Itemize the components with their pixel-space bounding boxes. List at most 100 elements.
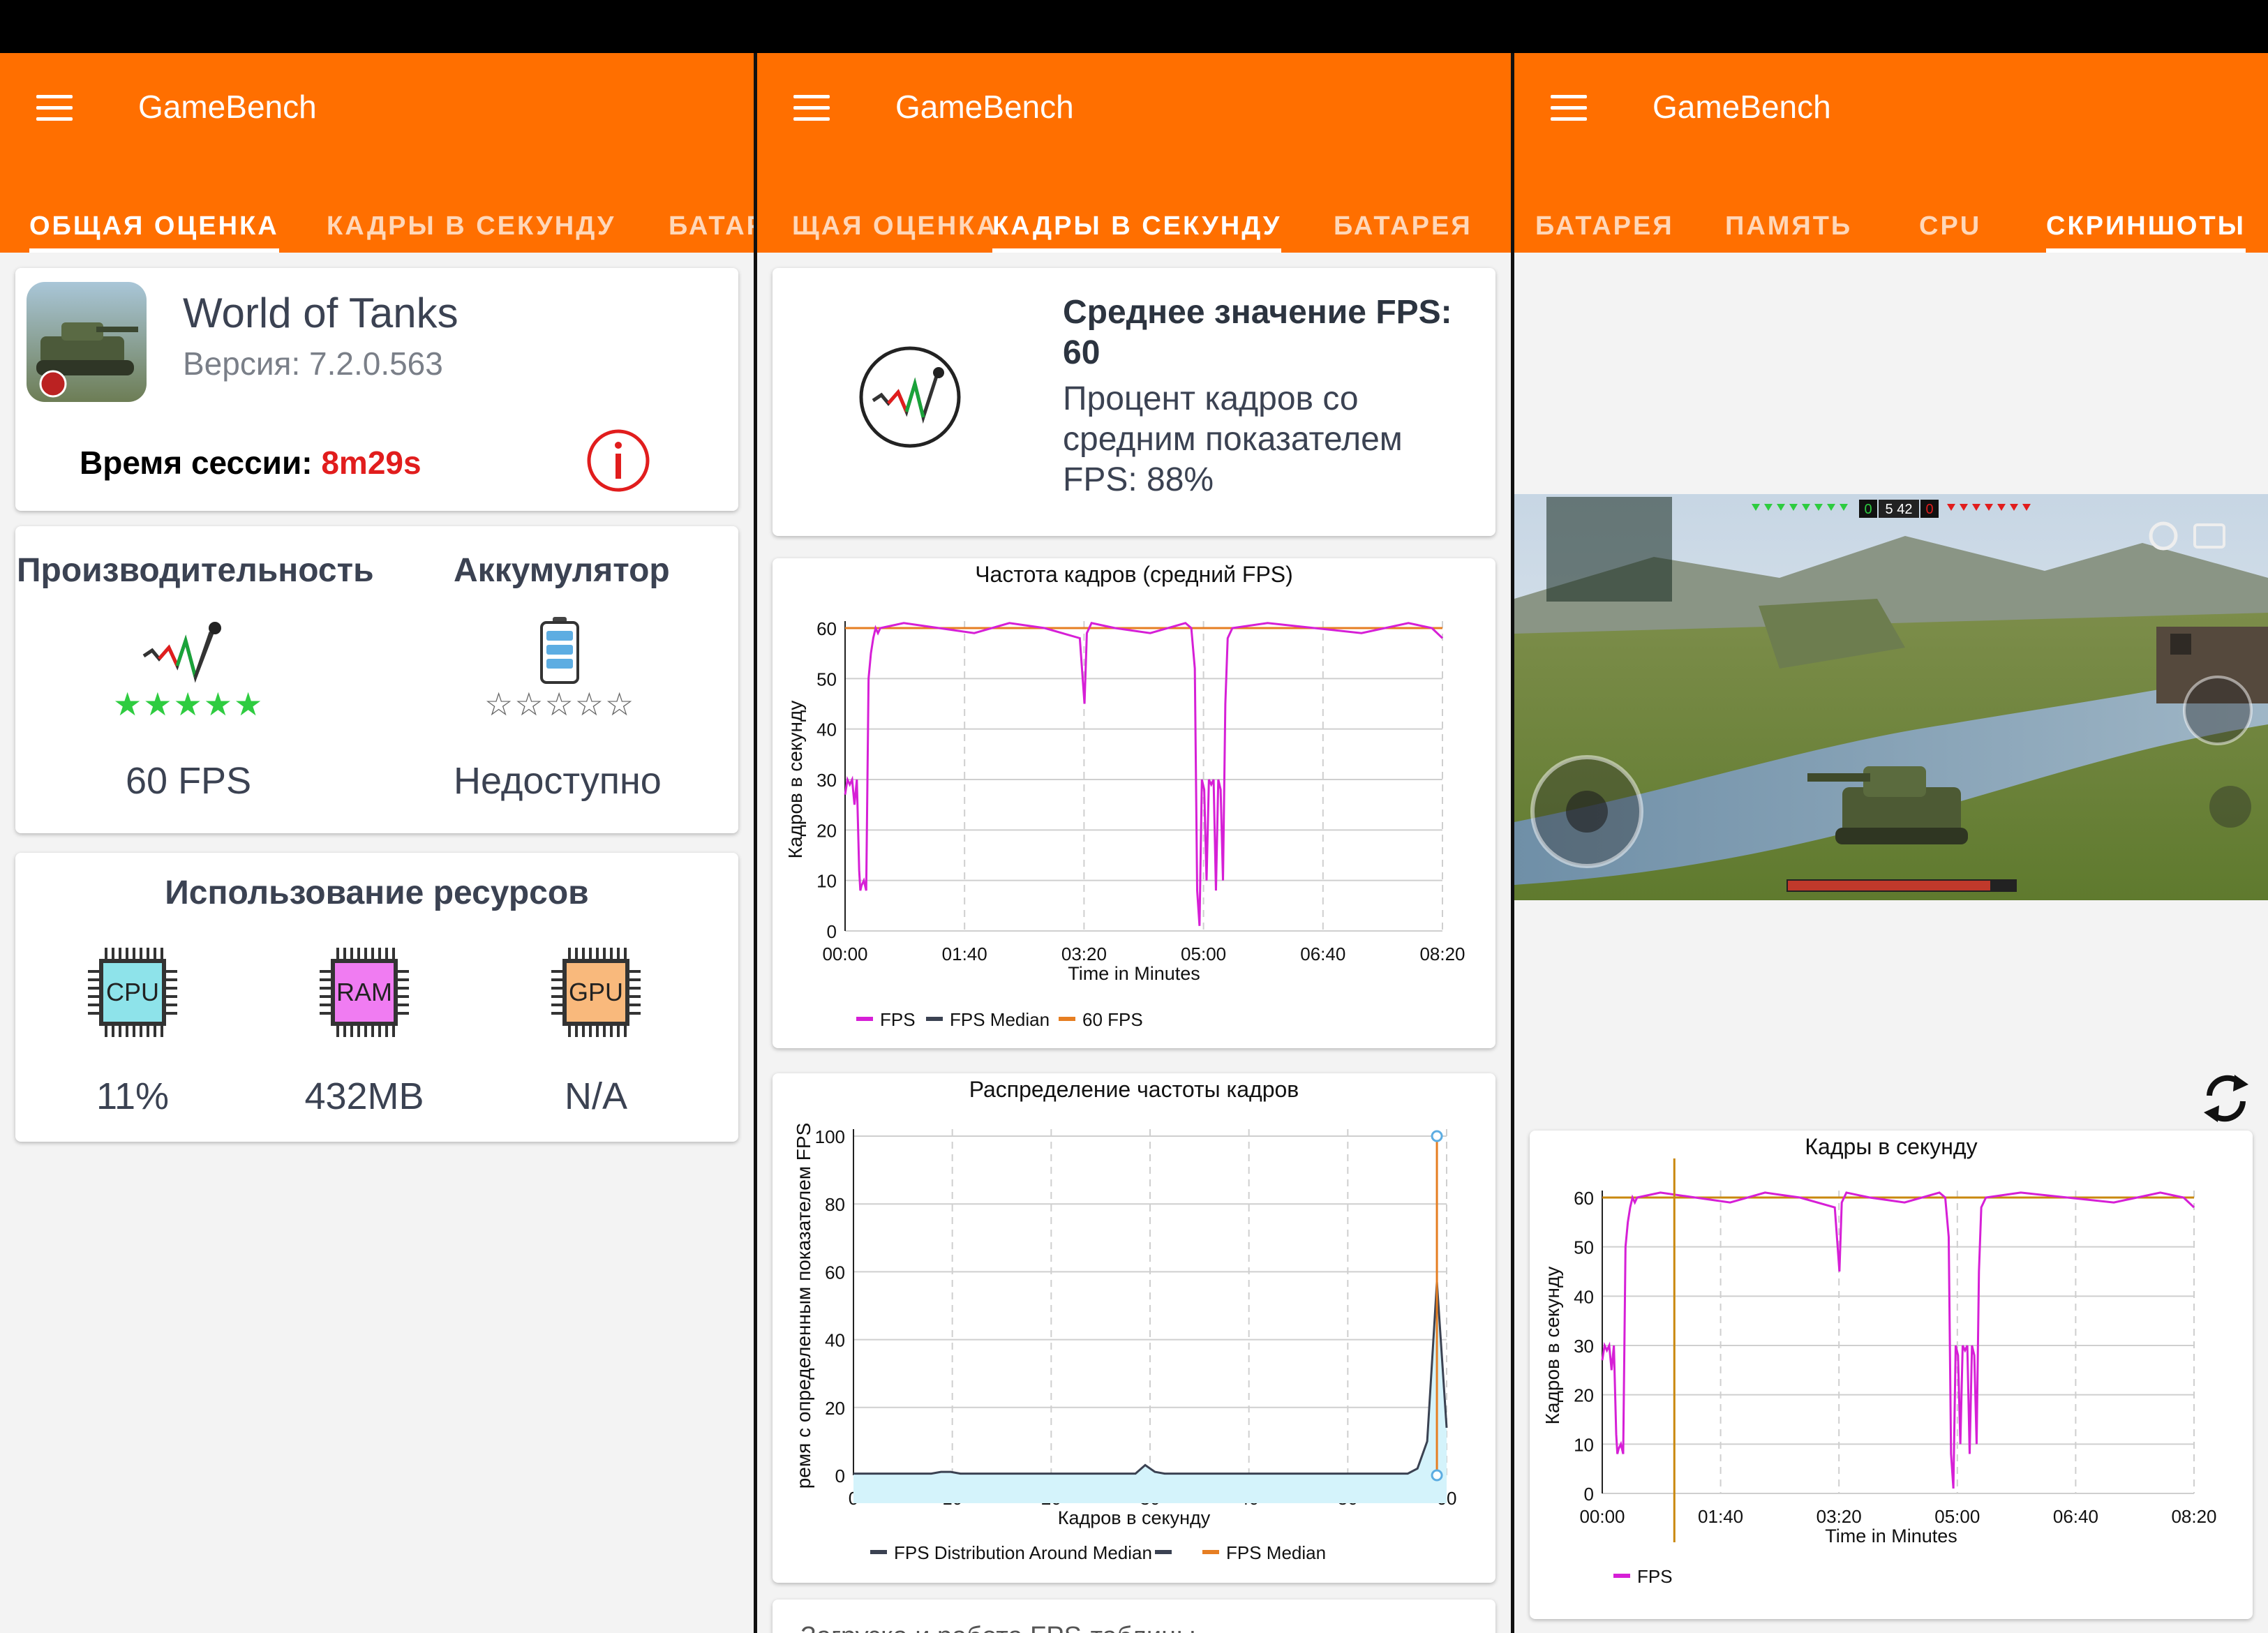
legend-entry: 60 FPS: [1082, 1009, 1143, 1030]
x-tick-label: 01:40: [942, 944, 987, 964]
chip-pin: [628, 987, 641, 990]
chip-pin: [88, 970, 100, 973]
tab-fps[interactable]: КАДРЫ В СЕКУНДУ: [327, 211, 616, 241]
zoom-button[interactable]: [2209, 786, 2251, 828]
x-tick-label: 06:40: [1300, 944, 1345, 964]
legend-swatch: [926, 1017, 943, 1021]
y-tick-label: 10: [816, 871, 837, 892]
chip-pin: [596, 1024, 599, 1037]
chip-pin: [88, 1004, 100, 1006]
tab-memory[interactable]: ПАМЯТЬ: [1725, 211, 1853, 241]
score-hud: 0 5 42 0: [1752, 500, 2031, 518]
minimap: [1546, 497, 1672, 602]
chip-pin: [126, 948, 128, 960]
tab-screenshots[interactable]: СКРИНШОТЫ: [2046, 190, 2246, 253]
chip-label: GPU: [569, 978, 623, 1006]
menu-icon[interactable]: [36, 95, 73, 121]
app-bar: GameBench ЩАЯ ОЦЕНКА КАДРЫ В СЕКУНДУ БАТ…: [757, 53, 1511, 253]
chip-pin: [610, 948, 613, 960]
chip-pin: [575, 948, 578, 960]
panel-divider: [754, 53, 757, 1633]
x-tick-label: 08:20: [2171, 1506, 2216, 1527]
y-tick-label: 0: [835, 1466, 845, 1486]
rotate-icon[interactable]: [2198, 1071, 2254, 1126]
fps-chart-card: Частота кадров (средний FPS) 0 10 20 30 40 50 6…: [773, 558, 1495, 1048]
fps-panel: GameBench ЩАЯ ОЦЕНКА КАДРЫ В СЕКУНДУ БАТ…: [757, 53, 1511, 1633]
chip-pin: [343, 1024, 346, 1037]
tab-overview[interactable]: ОБЩАЯ ОЦЕНКА: [29, 190, 279, 253]
chip-label: RAM: [336, 978, 392, 1006]
avg-fps-line2: 60: [1063, 334, 1101, 371]
chip-pin: [551, 978, 564, 981]
chip-pin: [568, 1024, 571, 1037]
chip-pin: [119, 1024, 121, 1037]
chip-pin: [575, 1024, 578, 1037]
chip-pin: [364, 948, 367, 960]
tab-battery[interactable]: БАТАРЕЯ: [669, 211, 754, 241]
battle-timer: 5 42: [1886, 502, 1913, 517]
overview-panel: GameBench ОБЩАЯ ОЦЕНКА КАДРЫ В СЕКУНДУ Б…: [0, 53, 754, 1633]
legend-swatch: [1613, 1574, 1630, 1578]
chip-pin: [154, 1024, 156, 1037]
y-axis-label: Кадров в секунду: [784, 701, 806, 859]
chat-icon[interactable]: [2193, 523, 2225, 549]
chart-title: Кадры в секунду: [1805, 1134, 1977, 1159]
battery-title: Аккумулятор: [454, 552, 670, 589]
legend-entry: FPS Distribution Around Median: [894, 1542, 1152, 1563]
game-name: World of Tanks: [183, 290, 458, 336]
chip-pin: [350, 948, 353, 960]
tab-cpu[interactable]: CPU: [1919, 211, 1982, 241]
chart-title: Распределение частоты кадров: [969, 1077, 1299, 1102]
fps-line-chart: Частота кадров (средний FPS) 0 10 20 30 40 50 6…: [784, 562, 1465, 1030]
chip-pin: [628, 970, 641, 973]
y-tick-label: 30: [816, 770, 837, 791]
game-screenshot[interactable]: 0 5 42 0: [1514, 494, 2268, 900]
battery-icon: [540, 617, 579, 684]
fire-button[interactable]: [2183, 676, 2253, 745]
y-tick-label: 20: [816, 820, 837, 841]
chip-pin: [385, 1024, 388, 1037]
x-tick-label: 05:00: [1181, 944, 1226, 964]
health-bar: [1788, 881, 1990, 890]
chip-pin: [551, 1004, 564, 1006]
menu-icon[interactable]: [793, 95, 830, 121]
y-tick-label: 30: [1574, 1336, 1594, 1357]
chip-pin: [140, 1024, 142, 1037]
performance-title: Производительность: [17, 552, 374, 589]
chip-face: [103, 963, 162, 1022]
game-info-card: World of Tanks Версия: 7.2.0.563 Время с…: [15, 268, 738, 511]
settings-icon[interactable]: [2149, 521, 2178, 551]
legend-entry: FPS: [1637, 1566, 1673, 1587]
performance-stars: ★★★★★: [113, 686, 264, 722]
right-score: 0: [1925, 502, 1933, 517]
chip-pin: [392, 948, 395, 960]
screenshots-panel: GameBench БАТАРЕЯ ПАМЯТЬ CPU СКРИНШОТЫ: [1514, 53, 2268, 1633]
chip-pin: [320, 1012, 332, 1015]
median-marker: [1431, 1469, 1443, 1482]
chip-pin: [378, 948, 381, 960]
y-tick-label: 10: [1574, 1434, 1594, 1455]
chip-pin: [396, 987, 409, 990]
chip-pin: [126, 1024, 128, 1037]
tab-battery[interactable]: БАТАРЕЯ: [1334, 211, 1472, 241]
gpu-chip-icon: GPU: [551, 948, 641, 1037]
x-tick-label: 01:40: [1698, 1506, 1743, 1527]
player-tank: [1807, 766, 1968, 844]
y-tick-label: 20: [825, 1398, 845, 1419]
chip-pin: [320, 978, 332, 981]
legend-swatch: [870, 1550, 887, 1554]
info-icon[interactable]: [586, 428, 650, 493]
cpu-chip-icon: CPU: [88, 948, 177, 1037]
chip-pin: [582, 1024, 585, 1037]
legend-swatch: [1155, 1550, 1172, 1554]
tab-fps[interactable]: КАДРЫ В СЕКУНДУ: [992, 190, 1282, 253]
chip-pin: [165, 987, 177, 990]
x-tick-label: 05:00: [1934, 1506, 1980, 1527]
x-axis-label: Time in Minutes: [1068, 963, 1200, 984]
tab-overview[interactable]: ЩАЯ ОЦЕНКА: [792, 211, 998, 241]
menu-icon[interactable]: [1551, 95, 1587, 121]
y-axis-label: ремя с определенным показателем FPS: [793, 1123, 814, 1489]
chip-pin: [133, 1024, 135, 1037]
resources-card: Использование ресурсов CPU 11% RAM 432MB GPU…: [15, 853, 738, 1142]
tab-battery[interactable]: БАТАРЕЯ: [1535, 211, 1674, 241]
